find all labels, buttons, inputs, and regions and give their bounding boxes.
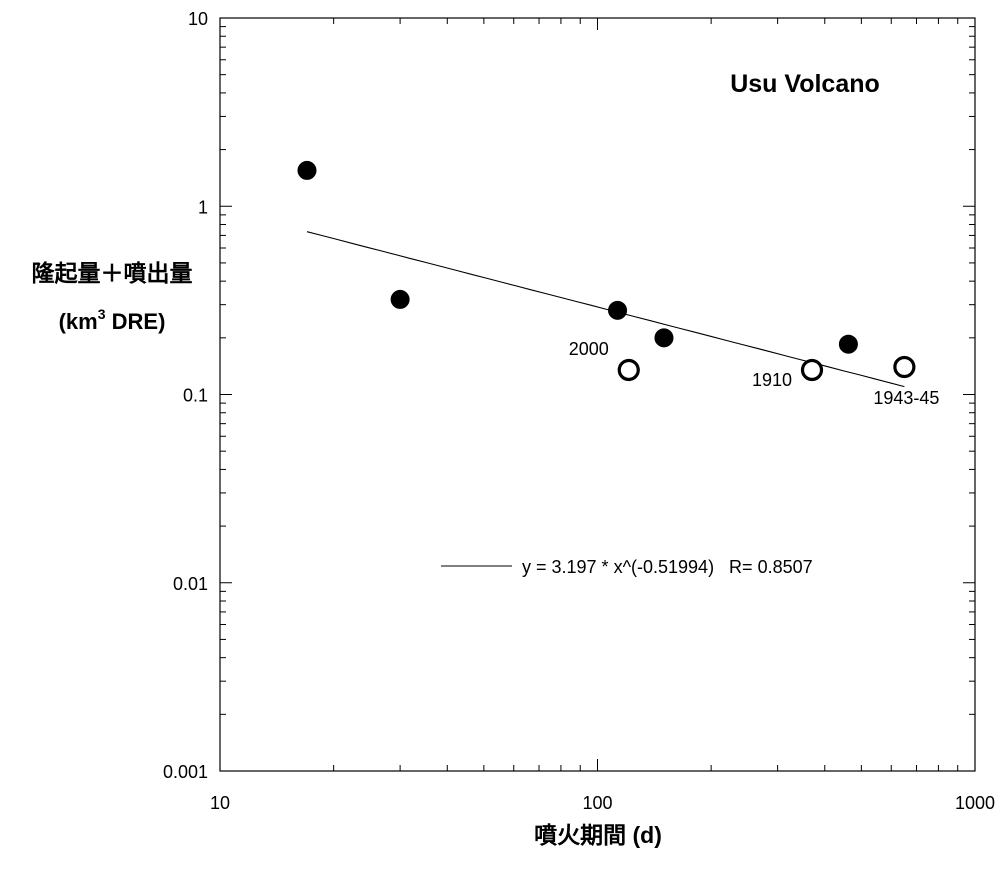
open-point — [800, 358, 824, 382]
y-tick-label: 1 — [198, 197, 208, 217]
y-axis-label-sup: 3 — [98, 306, 106, 322]
data-points — [297, 160, 916, 382]
filled-point — [838, 334, 858, 354]
tick-labels: 10 100 1000 10 1 0.1 0.01 0.001 — [163, 9, 995, 813]
y-axis-label-line2: (km3 DRE) — [59, 306, 166, 334]
point-label: 2000 — [569, 339, 609, 359]
y-tick-label: 0.01 — [173, 574, 208, 594]
y-axis-label-line1: 隆起量＋噴出量 — [32, 260, 193, 286]
fit-line — [306, 231, 905, 388]
chart-title: Usu Volcano — [730, 70, 880, 98]
point-label: 1943-45 — [873, 388, 939, 408]
legend-equation: y = 3.197 * x^(-0.51994) R= 0.8507 — [522, 557, 813, 577]
y-axis-label-prefix: (km — [59, 309, 98, 334]
axis-ticks — [220, 18, 975, 771]
plot-frame — [219, 17, 976, 772]
y-tick-label: 10 — [188, 9, 208, 29]
filled-point — [608, 300, 628, 320]
open-point — [893, 355, 916, 379]
filled-point — [654, 328, 674, 348]
y-axis-label-suffix: DRE) — [106, 309, 166, 334]
y-tick-label: 0.1 — [183, 386, 208, 406]
x-axis-label: 噴火期間 (d) — [534, 822, 662, 848]
open-point — [617, 358, 640, 382]
x-tick-label: 10 — [210, 793, 230, 813]
y-tick-label: 0.001 — [163, 762, 208, 782]
x-tick-label: 100 — [582, 793, 612, 813]
filled-point — [297, 160, 317, 180]
x-tick-label: 1000 — [955, 793, 995, 813]
point-label: 1910 — [752, 370, 792, 390]
filled-point — [390, 289, 410, 309]
point-labels: 2000 1910 1943-45 — [569, 339, 940, 408]
